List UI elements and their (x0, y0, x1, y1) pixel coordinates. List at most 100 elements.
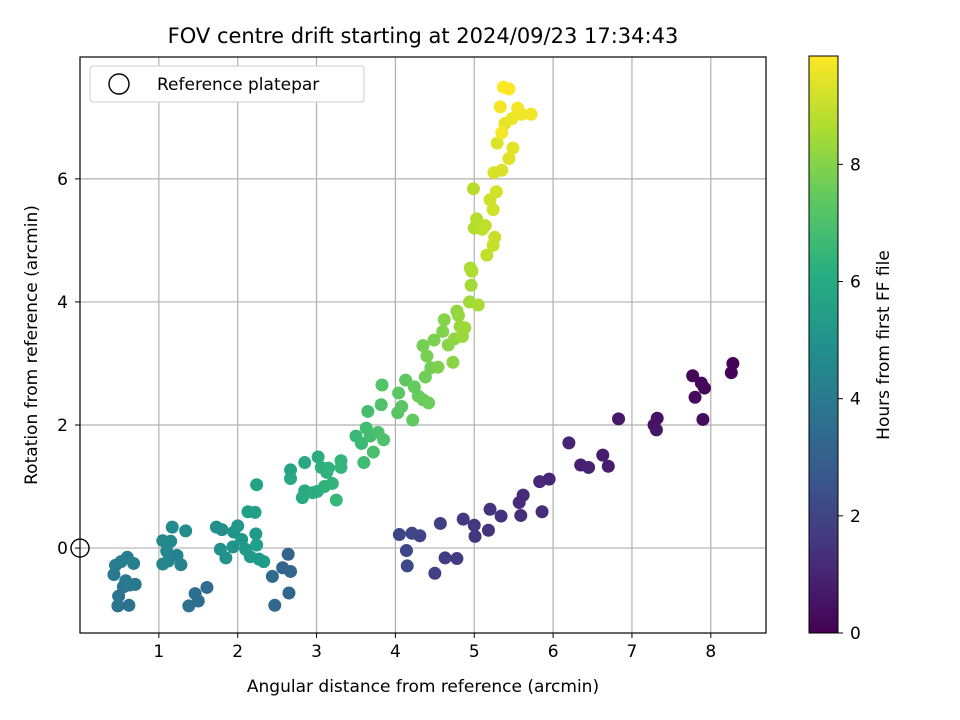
data-point (489, 185, 503, 199)
data-point (231, 519, 245, 533)
data-point (686, 369, 700, 383)
data-point (321, 461, 335, 475)
data-point (361, 404, 375, 418)
data-point (226, 540, 240, 554)
data-point (298, 456, 312, 470)
data-point (478, 219, 492, 233)
colorbar-tick-label: 0 (850, 624, 861, 644)
data-point (282, 586, 296, 600)
data-point (512, 496, 526, 510)
data-point (502, 82, 516, 96)
colorbar-label: Hours from first FF file (874, 250, 894, 440)
data-point (209, 520, 223, 534)
data-point (329, 493, 343, 507)
data-point (431, 360, 445, 374)
data-points (107, 80, 740, 613)
y-tick-label: 6 (57, 170, 68, 190)
data-point (174, 558, 188, 572)
legend: Reference platepar (89, 65, 365, 103)
data-point (250, 538, 264, 552)
data-point (493, 100, 507, 114)
data-point (127, 556, 141, 570)
data-point (250, 478, 264, 492)
data-point (697, 381, 711, 395)
colorbar-tick-label: 6 (850, 273, 861, 293)
legend-label: Reference platepar (157, 75, 319, 95)
y-axis-label: Rotation from reference (arcmin) (22, 205, 42, 485)
reference-platepar-marker (70, 538, 90, 558)
data-point (480, 248, 494, 262)
data-point (164, 534, 178, 548)
data-point (490, 136, 504, 150)
data-point (377, 433, 391, 447)
data-point (122, 598, 136, 612)
data-point (374, 398, 388, 412)
data-point (357, 456, 371, 470)
data-point (428, 566, 442, 580)
data-point (582, 460, 596, 474)
data-point (406, 413, 420, 427)
data-point (456, 512, 470, 526)
data-point (375, 378, 389, 392)
data-point (451, 308, 465, 322)
data-point (427, 333, 441, 347)
data-point (601, 459, 615, 473)
data-point (468, 529, 482, 543)
data-point (281, 547, 295, 561)
data-point (165, 520, 179, 534)
data-point (268, 598, 282, 612)
data-point (179, 524, 193, 538)
data-point (458, 321, 472, 335)
axes-ticks: 1 2 3 4 5 6 7 8 0 2 4 6 (57, 170, 716, 662)
y-tick-label: 4 (57, 293, 68, 313)
data-point (284, 564, 298, 578)
colorbar-tick-label: 8 (850, 155, 861, 175)
data-point (696, 412, 710, 426)
data-point (467, 518, 481, 532)
data-point (438, 551, 452, 565)
x-tick-label: 7 (627, 642, 638, 662)
x-tick-label: 8 (705, 642, 716, 662)
data-point (514, 508, 528, 522)
data-point (481, 523, 495, 537)
data-point (160, 544, 174, 558)
x-tick-label: 5 (469, 642, 480, 662)
data-point (119, 574, 133, 588)
data-point (235, 532, 249, 546)
data-point (436, 324, 450, 338)
legend-marker-open-circle (108, 73, 130, 95)
data-point (446, 355, 460, 369)
data-point (395, 400, 409, 414)
colorbar: 0 2 4 6 8 Hours from first FF file (808, 55, 894, 644)
data-point (506, 141, 520, 155)
data-point (450, 552, 464, 566)
data-point (465, 264, 479, 278)
data-point (437, 313, 451, 327)
data-point (466, 182, 480, 196)
data-point (433, 516, 447, 530)
y-tick-label: 2 (57, 416, 68, 436)
data-point (354, 436, 368, 450)
data-point (200, 580, 214, 594)
data-point (483, 502, 497, 516)
legend-box (89, 65, 365, 103)
x-tick-label: 1 (153, 642, 164, 662)
data-point (405, 526, 419, 540)
data-point (649, 423, 663, 437)
data-point (488, 230, 502, 244)
data-point (422, 396, 436, 410)
colorbar-tick-label: 4 (850, 390, 861, 410)
data-point (494, 509, 508, 523)
data-point (311, 450, 325, 464)
data-point (248, 505, 262, 519)
data-point (535, 505, 549, 519)
colorbar-tick-label: 2 (850, 507, 861, 527)
y-tick-label: 0 (57, 539, 68, 559)
data-point (612, 412, 626, 426)
data-point (366, 445, 380, 459)
data-point (524, 107, 538, 121)
plot-frame (79, 56, 767, 634)
data-point (219, 551, 233, 565)
data-point (399, 544, 413, 558)
